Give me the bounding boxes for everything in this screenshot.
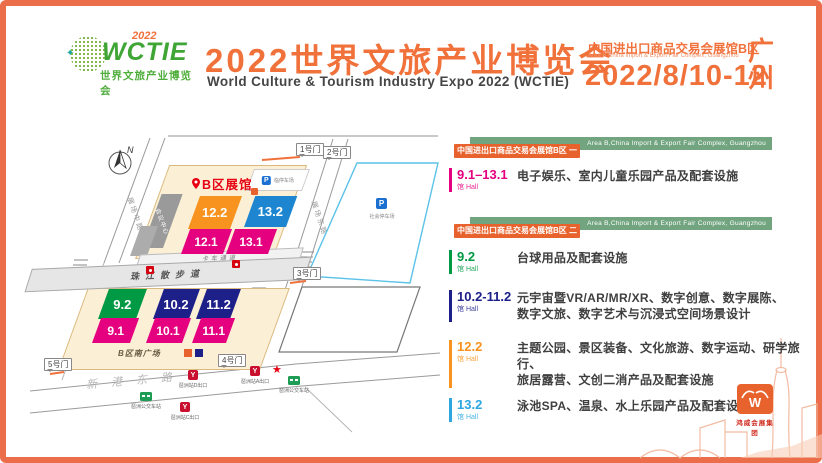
venue-name: 中国进出口商品交易会展馆B区	[588, 42, 760, 56]
entry-description: 电子娱乐、室内儿童乐园产品及配套设施	[517, 169, 739, 183]
star-icon: ✦	[66, 48, 75, 59]
gate-5-tag: 5号门	[44, 358, 73, 372]
metro-exit-d-label: 琶洲站D出口	[178, 383, 208, 389]
entry-hall-number: 9.1–13.1	[457, 167, 508, 182]
entry-description: 台球用品及配套设施	[517, 251, 628, 265]
entry-description: 旅居露营、文创二消产品及配套设施	[517, 373, 714, 387]
logo-chinese-name: 世界文旅产业博览会	[100, 70, 192, 97]
venue-pin-label: B区展馆	[202, 178, 253, 192]
winged-w-icon: W	[741, 390, 769, 410]
wctie-logo: ✦ 2022 WCTIE 世界文旅产业博览会	[66, 30, 200, 97]
entry-hall-suffix: 馆 Hall	[457, 184, 479, 191]
city-char: 广	[748, 36, 775, 66]
entry-hall-number: 13.2	[457, 397, 483, 412]
entry-description: 数字文旅、数字艺术与沉浸式空间场景设计	[517, 307, 751, 321]
mini-logo-icon	[184, 349, 192, 357]
compass-label: N	[127, 145, 134, 155]
gate-3-tag: 3号门	[293, 267, 322, 281]
metro-exit-c-label: 琶洲站C出口	[170, 415, 200, 421]
legend-entry: 13.2 馆 Hall 泳池SPA、温泉、水上乐园产品及配套设施	[449, 398, 809, 422]
entrance-marker-icon	[251, 188, 258, 195]
page-subtitle: World Culture & Tourism Industry Expo 20…	[207, 74, 570, 89]
star-marker-icon: ★	[272, 364, 282, 376]
info-marker-icon	[146, 266, 154, 274]
entry-hall-suffix: 馆 Hall	[457, 356, 479, 363]
city-char: 州	[748, 63, 775, 93]
legend-floor2-badge: 中国进出口商品交易会展馆B区 二楼	[454, 224, 580, 249]
metro-icon: Y	[188, 370, 198, 380]
venue-name-en: Area B China Import & Export Fair Comple…	[588, 53, 739, 59]
gate-4-tag: 4号门	[218, 354, 247, 368]
entry-color-bar	[449, 340, 452, 388]
legend-floor1-badge: 中国进出口商品交易会展馆B区 一楼	[454, 144, 580, 169]
entry-hall-number: 12.2	[457, 339, 483, 354]
metro-icon: Y	[180, 402, 190, 412]
entry-description: 元宇宙暨VR/AR/MR/XR、数字创意、数字展陈、	[517, 291, 785, 305]
parking-icon: P	[261, 175, 271, 185]
page-title: 2022世界文旅产业博览会	[205, 42, 615, 79]
bus-station-label: 琶洲公交车站	[278, 388, 309, 394]
plaza-label: B区南广场	[118, 349, 161, 358]
legend-entry: 12.2 馆 Hall 主题公园、景区装备、文化旅游、数字运动、研学旅行、 旅居…	[449, 340, 809, 388]
entry-description: 主题公园、景区装备、文化旅游、数字运动、研学旅行、	[517, 341, 800, 371]
entry-color-bar	[449, 398, 452, 422]
metro-icon: Y	[250, 366, 260, 376]
bus-station-label: 琶洲公交车站	[130, 404, 161, 410]
gate-1-tag: 1号门	[296, 143, 325, 157]
organizer-name: 鸿威会展集团	[736, 420, 774, 437]
logo-year: 2022	[132, 30, 157, 42]
svg-text:W: W	[749, 395, 762, 410]
gate-2-tag: 2号门	[323, 146, 352, 160]
city-label: 广 州	[748, 38, 774, 92]
walkway-label: 珠江散步道	[130, 268, 206, 282]
entry-color-bar	[449, 290, 452, 322]
metro-exit-a-label: 琶洲站A出口	[240, 379, 270, 385]
globe-icon	[70, 36, 106, 72]
small-parking-label: 临停车场	[273, 177, 295, 184]
location-pin-icon	[192, 178, 200, 189]
legend-entry: 9.2 馆 Hall 台球用品及配套设施	[449, 250, 809, 274]
logo-acronym: WCTIE	[102, 38, 188, 66]
entry-color-bar	[449, 250, 452, 274]
entry-hall-suffix: 馆 Hall	[457, 306, 479, 313]
parking-icon: P	[376, 198, 387, 209]
conference-label: 会议中心	[153, 207, 169, 236]
public-parking-label: 社会停车场	[369, 214, 395, 220]
info-marker-icon	[232, 260, 240, 268]
bus-icon	[140, 392, 152, 401]
legend-entry: 9.1–13.1 馆 Hall 电子娱乐、室内儿童乐园产品及配套设施	[449, 168, 809, 192]
entry-hall-number: 10.2-11.2	[457, 289, 512, 304]
entry-color-bar	[449, 168, 452, 192]
entry-hall-suffix: 馆 Hall	[457, 266, 479, 273]
venue-pin: B区展馆	[192, 174, 253, 193]
organizer-logo: W	[737, 384, 773, 414]
legend-entry: 10.2-11.2 馆 Hall 元宇宙暨VR/AR/MR/XR、数字创意、数字…	[449, 290, 809, 322]
mini-logo-icon	[195, 349, 203, 357]
bus-icon	[288, 376, 300, 385]
entry-hall-number: 9.2	[457, 249, 476, 264]
entry-hall-suffix: 馆 Hall	[457, 414, 479, 421]
entry-description: 泳池SPA、温泉、水上乐园产品及配套设施	[517, 399, 751, 413]
event-date: 2022/8/10-12	[585, 60, 768, 92]
